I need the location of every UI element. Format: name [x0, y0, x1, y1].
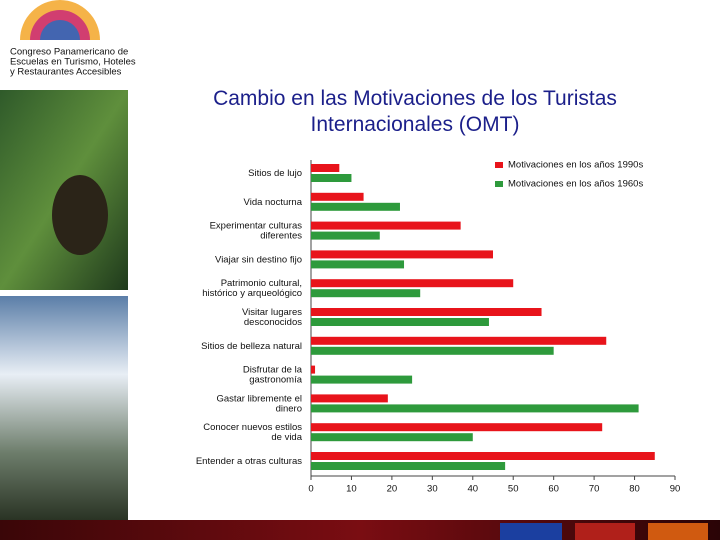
bar	[311, 336, 607, 345]
bar	[311, 394, 388, 403]
x-tick-label: 20	[387, 484, 398, 495]
chart-title: Cambio en las Motivaciones de los Turist…	[213, 87, 617, 136]
y-tick-label: Disfrutar de la gastronomía	[243, 364, 303, 385]
y-tick-label: Vida nocturna	[244, 196, 303, 207]
logo-text: y Restaurantes Accesibles	[10, 67, 122, 78]
bar	[311, 404, 639, 413]
bar	[311, 279, 514, 288]
x-tick-label: 10	[346, 484, 357, 495]
bar	[311, 164, 340, 172]
bar	[311, 260, 405, 269]
bar	[311, 174, 352, 182]
x-tick-label: 60	[548, 484, 559, 495]
y-tick-label: Experimentar culturas diferentes	[210, 220, 303, 241]
x-tick-label: 30	[427, 484, 438, 495]
y-tick-label: Sitios de lujo	[248, 168, 302, 179]
logo-text: Escuelas en Turismo, Hoteles	[10, 57, 136, 68]
x-tick-label: 50	[508, 484, 519, 495]
bar	[311, 423, 603, 432]
footer-image	[575, 523, 635, 540]
bar	[311, 462, 506, 470]
bar	[311, 202, 400, 211]
turtle	[52, 175, 108, 255]
logo-text: Congreso Panamericano de	[10, 47, 128, 58]
bar	[311, 250, 493, 259]
bar	[311, 452, 655, 460]
bar	[311, 365, 316, 374]
legend-swatch	[495, 162, 503, 168]
y-tick-label: Conocer nuevos estilos de vida	[203, 422, 302, 443]
y-tick-label: Viajar sin destino fijo	[215, 254, 302, 265]
y-tick-label: Entender a otras culturas	[196, 456, 302, 467]
y-tick-label: Visitar lugares desconocidos	[242, 307, 302, 328]
bar	[311, 231, 380, 240]
x-tick-label: 90	[670, 484, 681, 495]
y-tick-label: Sitios de belleza natural	[201, 340, 302, 351]
bar	[311, 308, 542, 316]
bar	[311, 346, 554, 355]
bar	[311, 375, 413, 384]
bar	[311, 221, 461, 230]
bar	[311, 433, 473, 442]
y-tick-label: Patrimonio cultural, histórico y arqueoló…	[202, 278, 302, 299]
legend-label: Motivaciones en los años 1990s	[508, 160, 643, 171]
legend-label: Motivaciones en los años 1960s	[508, 179, 643, 190]
logo	[20, 0, 100, 40]
bar	[311, 318, 489, 326]
x-tick-label: 0	[308, 484, 313, 495]
footer-image	[500, 523, 562, 540]
photo-mountains	[0, 296, 128, 520]
footer-image	[648, 523, 708, 540]
legend-swatch	[495, 181, 503, 187]
bar	[311, 192, 364, 201]
x-tick-label: 70	[589, 484, 600, 495]
bar	[311, 289, 421, 298]
x-tick-label: 40	[467, 484, 478, 495]
y-tick-label: Gastar libremente el dinero	[216, 393, 302, 414]
x-tick-label: 80	[629, 484, 640, 495]
